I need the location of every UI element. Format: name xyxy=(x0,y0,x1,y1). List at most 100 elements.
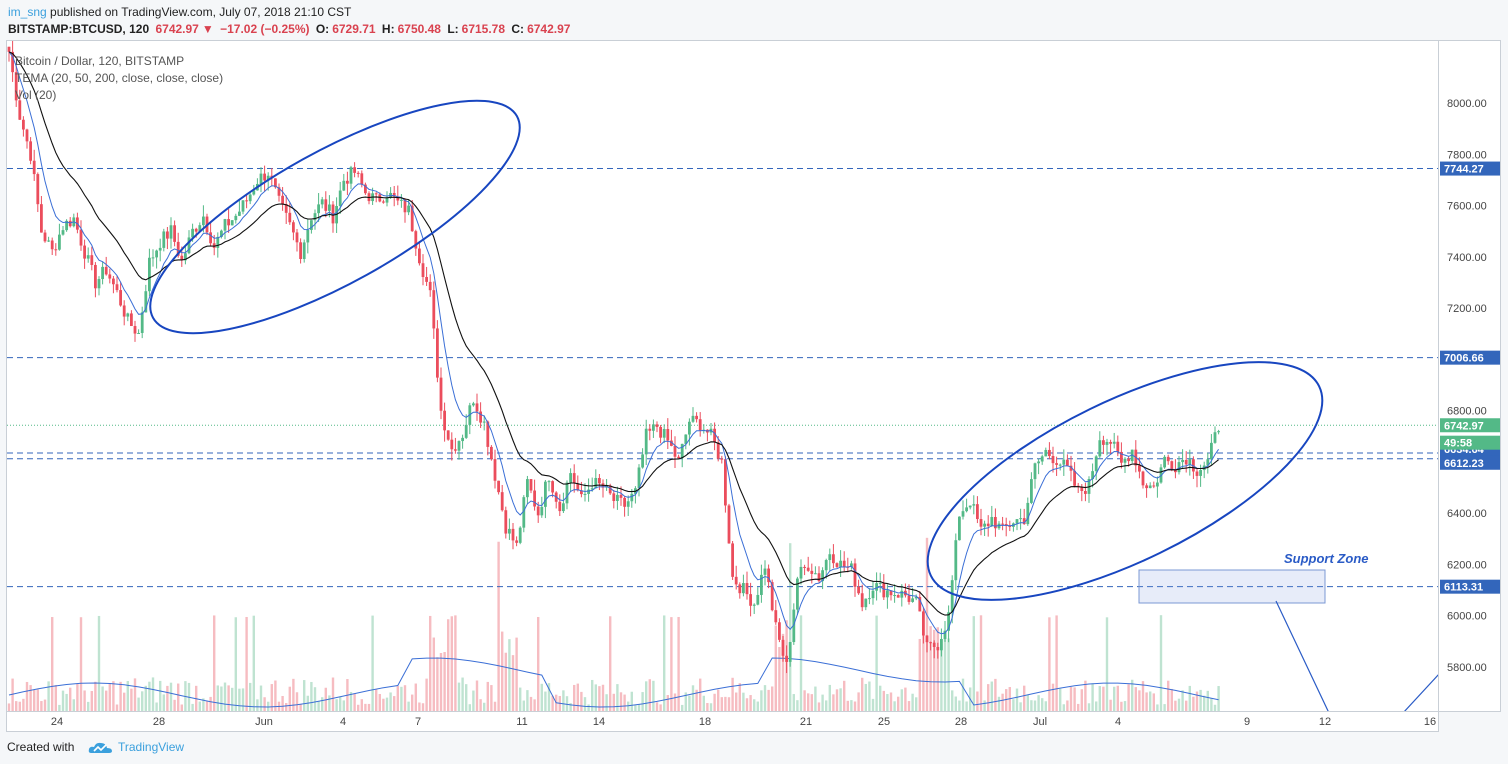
volume-bar xyxy=(645,681,648,711)
candle-body xyxy=(1102,440,1105,445)
candle-body xyxy=(306,229,310,243)
volume-bar xyxy=(43,699,47,711)
volume-bar xyxy=(479,699,482,711)
volume-bar xyxy=(583,697,587,711)
candle-body xyxy=(662,429,666,438)
volume-bar xyxy=(292,678,295,711)
candle-body xyxy=(940,638,943,651)
volume-bar xyxy=(749,695,752,711)
volume-bar xyxy=(753,699,756,711)
candle-body xyxy=(1105,441,1109,445)
candle-body xyxy=(320,199,324,205)
volume-bar xyxy=(807,693,810,711)
volume-bar xyxy=(684,692,687,711)
volume-bar xyxy=(306,695,309,711)
price-chart[interactable]: Support Zone xyxy=(7,41,1439,712)
candle-body xyxy=(544,481,547,507)
volume-bar xyxy=(357,704,360,711)
chart-pane[interactable]: Support Zone Bitcoin / Dollar, 120, BITS… xyxy=(6,40,1439,712)
volume-bar xyxy=(1120,701,1123,711)
volume-bar xyxy=(400,686,403,711)
candle-body xyxy=(94,264,97,289)
candle-body xyxy=(1192,459,1195,472)
candle-body xyxy=(716,442,720,459)
volume-bar xyxy=(360,699,363,711)
author-link[interactable]: im_sng xyxy=(8,5,47,19)
last-price-badge: 6742.97 xyxy=(1444,420,1484,432)
publish-line: im_sng published on TradingView.com, Jul… xyxy=(8,5,351,19)
candle-body xyxy=(245,200,248,202)
price-tick-label: 7800.00 xyxy=(1447,149,1487,161)
time-axis[interactable]: 24 28 Jun 4 7 11 14 18 21 25 28 Jul 4 9 12 16 xyxy=(6,712,1439,732)
volume-bar xyxy=(1019,702,1022,711)
volume-bar xyxy=(303,680,306,711)
price-tick-label: 7200.00 xyxy=(1447,303,1487,315)
volume-bar xyxy=(151,677,155,711)
volume-bar xyxy=(835,689,839,711)
volume-bar xyxy=(1023,685,1026,711)
footer: Created with TradingView xyxy=(0,734,1508,764)
volume-bar xyxy=(810,694,813,711)
volume-bar xyxy=(760,690,763,711)
volume-bar xyxy=(609,616,612,711)
down-triangle-icon: ▼ xyxy=(201,22,214,36)
candle-body xyxy=(788,642,792,662)
volume-bar xyxy=(285,703,288,711)
price-axis[interactable]: 5800.006000.006200.006400.006600.006800.… xyxy=(1439,40,1501,712)
volume-bar xyxy=(259,685,263,711)
volume-bar xyxy=(299,704,302,711)
candle-body xyxy=(248,194,252,202)
candle-body xyxy=(734,576,738,585)
candle-body xyxy=(61,230,65,235)
candle-body xyxy=(598,477,601,484)
candle-body xyxy=(1055,463,1058,465)
candle-body xyxy=(886,590,889,598)
volume-bar xyxy=(648,679,651,711)
candle-body xyxy=(1184,459,1188,465)
candle-body xyxy=(806,567,810,571)
candle-body xyxy=(482,421,486,423)
candle-body xyxy=(497,480,500,493)
volume-bar xyxy=(436,657,439,711)
volume-bar xyxy=(33,690,36,711)
volume-bar xyxy=(162,694,165,711)
candle-body xyxy=(349,167,353,184)
candle-body xyxy=(446,430,450,440)
volume-bar xyxy=(493,701,497,711)
price-tick-label: 7400.00 xyxy=(1447,252,1487,264)
candle-body xyxy=(518,527,522,543)
tradingview-link[interactable]: TradingView xyxy=(118,740,185,754)
candle-body xyxy=(259,173,263,184)
volume-bar xyxy=(1199,689,1202,711)
candle-body xyxy=(1127,458,1130,462)
candle-body xyxy=(432,290,436,329)
candle-body xyxy=(299,242,302,260)
countdown-badge-bg xyxy=(1440,435,1500,450)
volume-bar xyxy=(745,698,749,711)
candle-body xyxy=(850,563,853,568)
candle-body xyxy=(263,173,266,181)
candle-body xyxy=(18,100,22,120)
candle-body xyxy=(864,598,868,608)
last-price: 6742.97 xyxy=(155,22,199,36)
volume-bar xyxy=(169,682,173,711)
legend-tema: TEMA (20, 50, 200, close, close, close) xyxy=(15,71,224,85)
volume-bar xyxy=(1217,686,1220,711)
candle-body xyxy=(151,257,155,259)
candle-body xyxy=(83,245,86,259)
time-tick-label: 4 xyxy=(1115,716,1121,728)
candle-body xyxy=(79,229,83,246)
price-badge-6612.23: 6612.23 xyxy=(1444,458,1484,470)
candle-body xyxy=(338,190,342,206)
volume-bar xyxy=(601,684,605,711)
volume-bar xyxy=(1167,680,1170,711)
volume-bar xyxy=(533,699,536,711)
candle-body xyxy=(713,428,716,443)
price-badge-6113.31-bg xyxy=(1440,579,1500,594)
volume-bar xyxy=(983,700,986,711)
volume-bar xyxy=(587,704,590,711)
candle-body xyxy=(158,247,162,251)
candle-body xyxy=(443,410,446,431)
close-label: C: xyxy=(511,22,525,36)
volume-bar xyxy=(1098,686,1101,711)
